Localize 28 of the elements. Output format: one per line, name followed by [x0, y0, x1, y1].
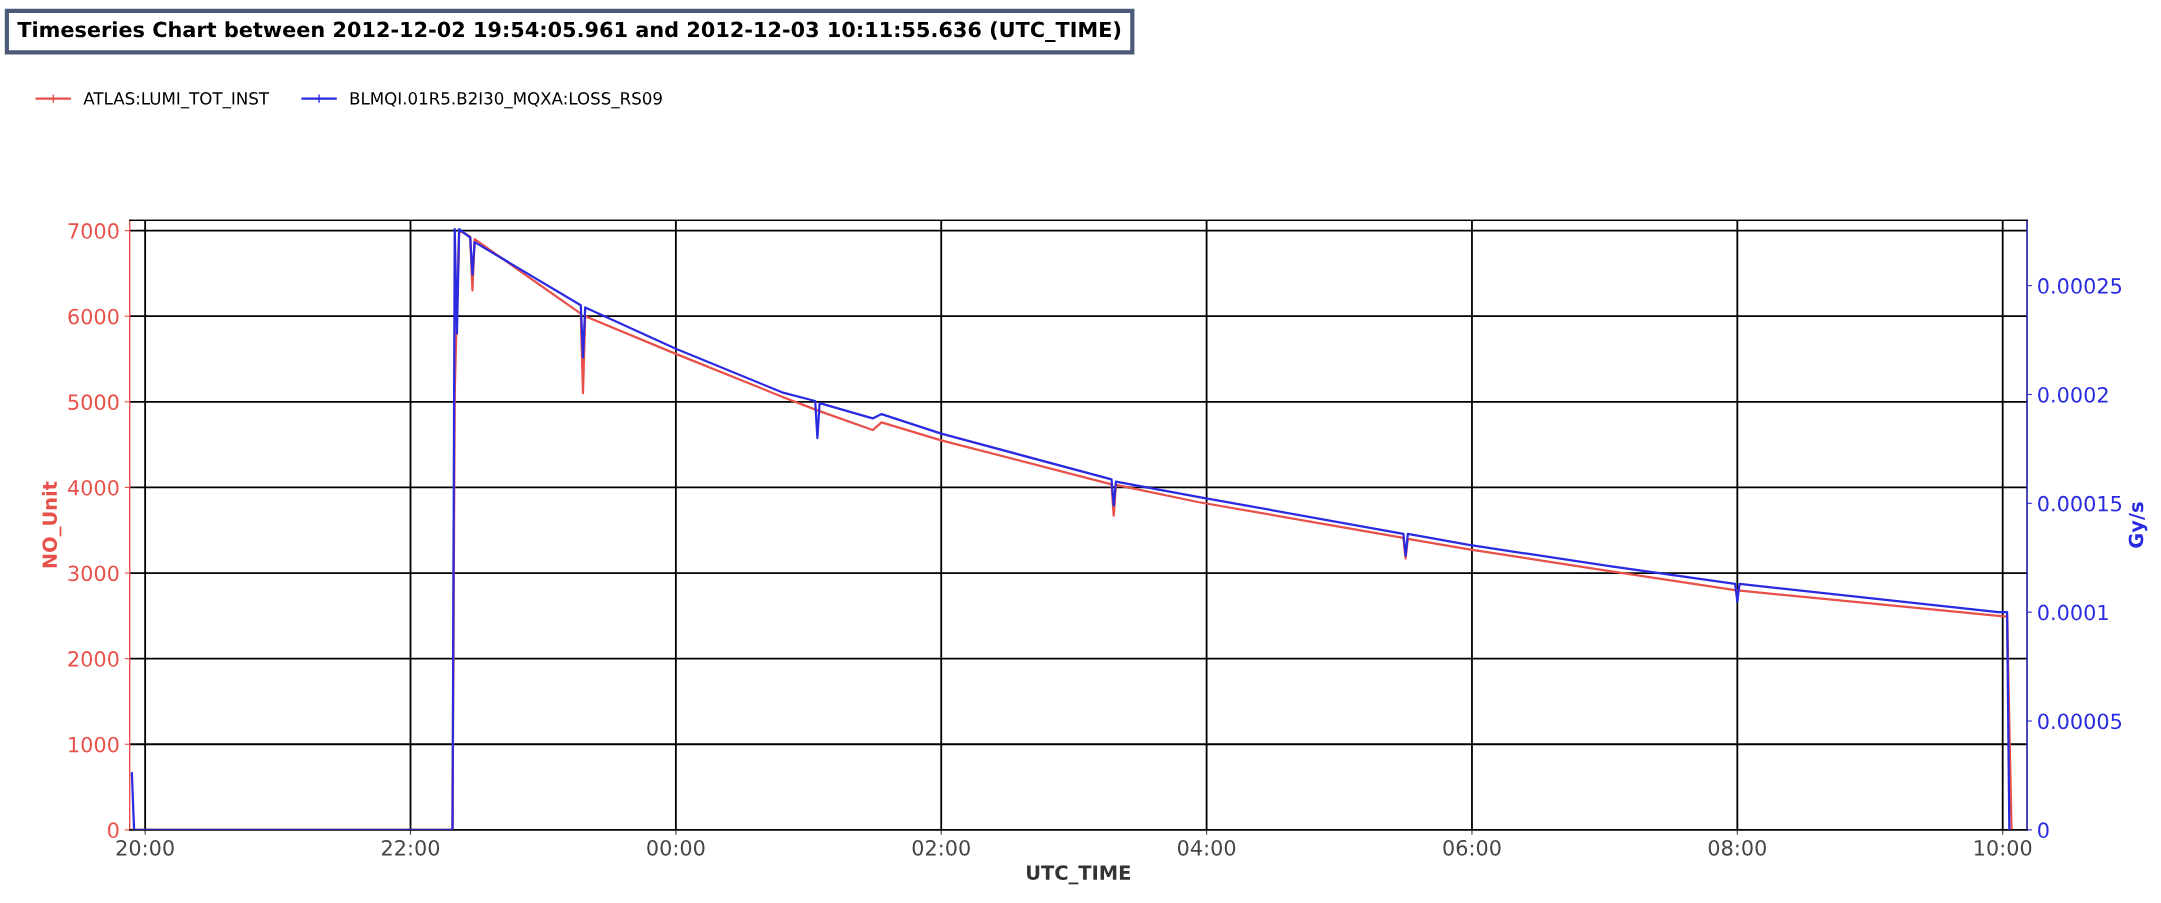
chart-title: Timeseries Chart between 2012-12-02 19:54:05.961 and 2012-12-03 10:11:55.636 (UTC_TIME) — [17, 21, 1121, 42]
x-axis-title: UTC_TIME — [1027, 865, 1130, 885]
legend-label: ATLAS:LUMI_TOT_INST — [83, 92, 270, 109]
y-tick-label: 7000 — [68, 223, 119, 239]
y2-tick-label: 0 — [2038, 822, 2049, 839]
x-tick-label: 22:00 — [382, 839, 440, 856]
y-tick-label: 3000 — [68, 565, 119, 582]
y-tick-label: 4000 — [67, 479, 119, 496]
x-tick-label: 20:00 — [116, 839, 174, 856]
y-tick-label: 0 — [108, 822, 119, 839]
x-tick-label: 04:00 — [1177, 839, 1236, 856]
y2-tick-label: 0.00005 — [2038, 713, 2122, 730]
y-tick-label: 2000 — [68, 651, 119, 667]
y2-tick-label: 0.0002 — [2038, 386, 2108, 403]
legend-label: BLMQI.01R5.B2I30_MQXA:LOSS_RS09 — [350, 92, 662, 109]
y2-axis-title: Gy/s — [2128, 502, 2148, 548]
y2-tick-label: 0.00015 — [2038, 495, 2122, 512]
y2-tick-label: 0.0001 — [2038, 604, 2108, 621]
y-tick-label: 6000 — [68, 308, 119, 325]
x-tick-label: 10:00 — [1974, 839, 2032, 856]
x-tick-label: 00:00 — [647, 839, 705, 856]
x-tick-label: 08:00 — [1708, 839, 1766, 856]
y2-tick-label: 0.00025 — [2038, 278, 2122, 294]
y-axis-title: NO_Unit — [42, 481, 62, 568]
x-tick-label: 02:00 — [912, 839, 970, 856]
y-tick-label: 1000 — [69, 736, 119, 753]
y-tick-label: 5000 — [68, 394, 119, 411]
x-tick-label: 06:00 — [1443, 839, 1501, 856]
